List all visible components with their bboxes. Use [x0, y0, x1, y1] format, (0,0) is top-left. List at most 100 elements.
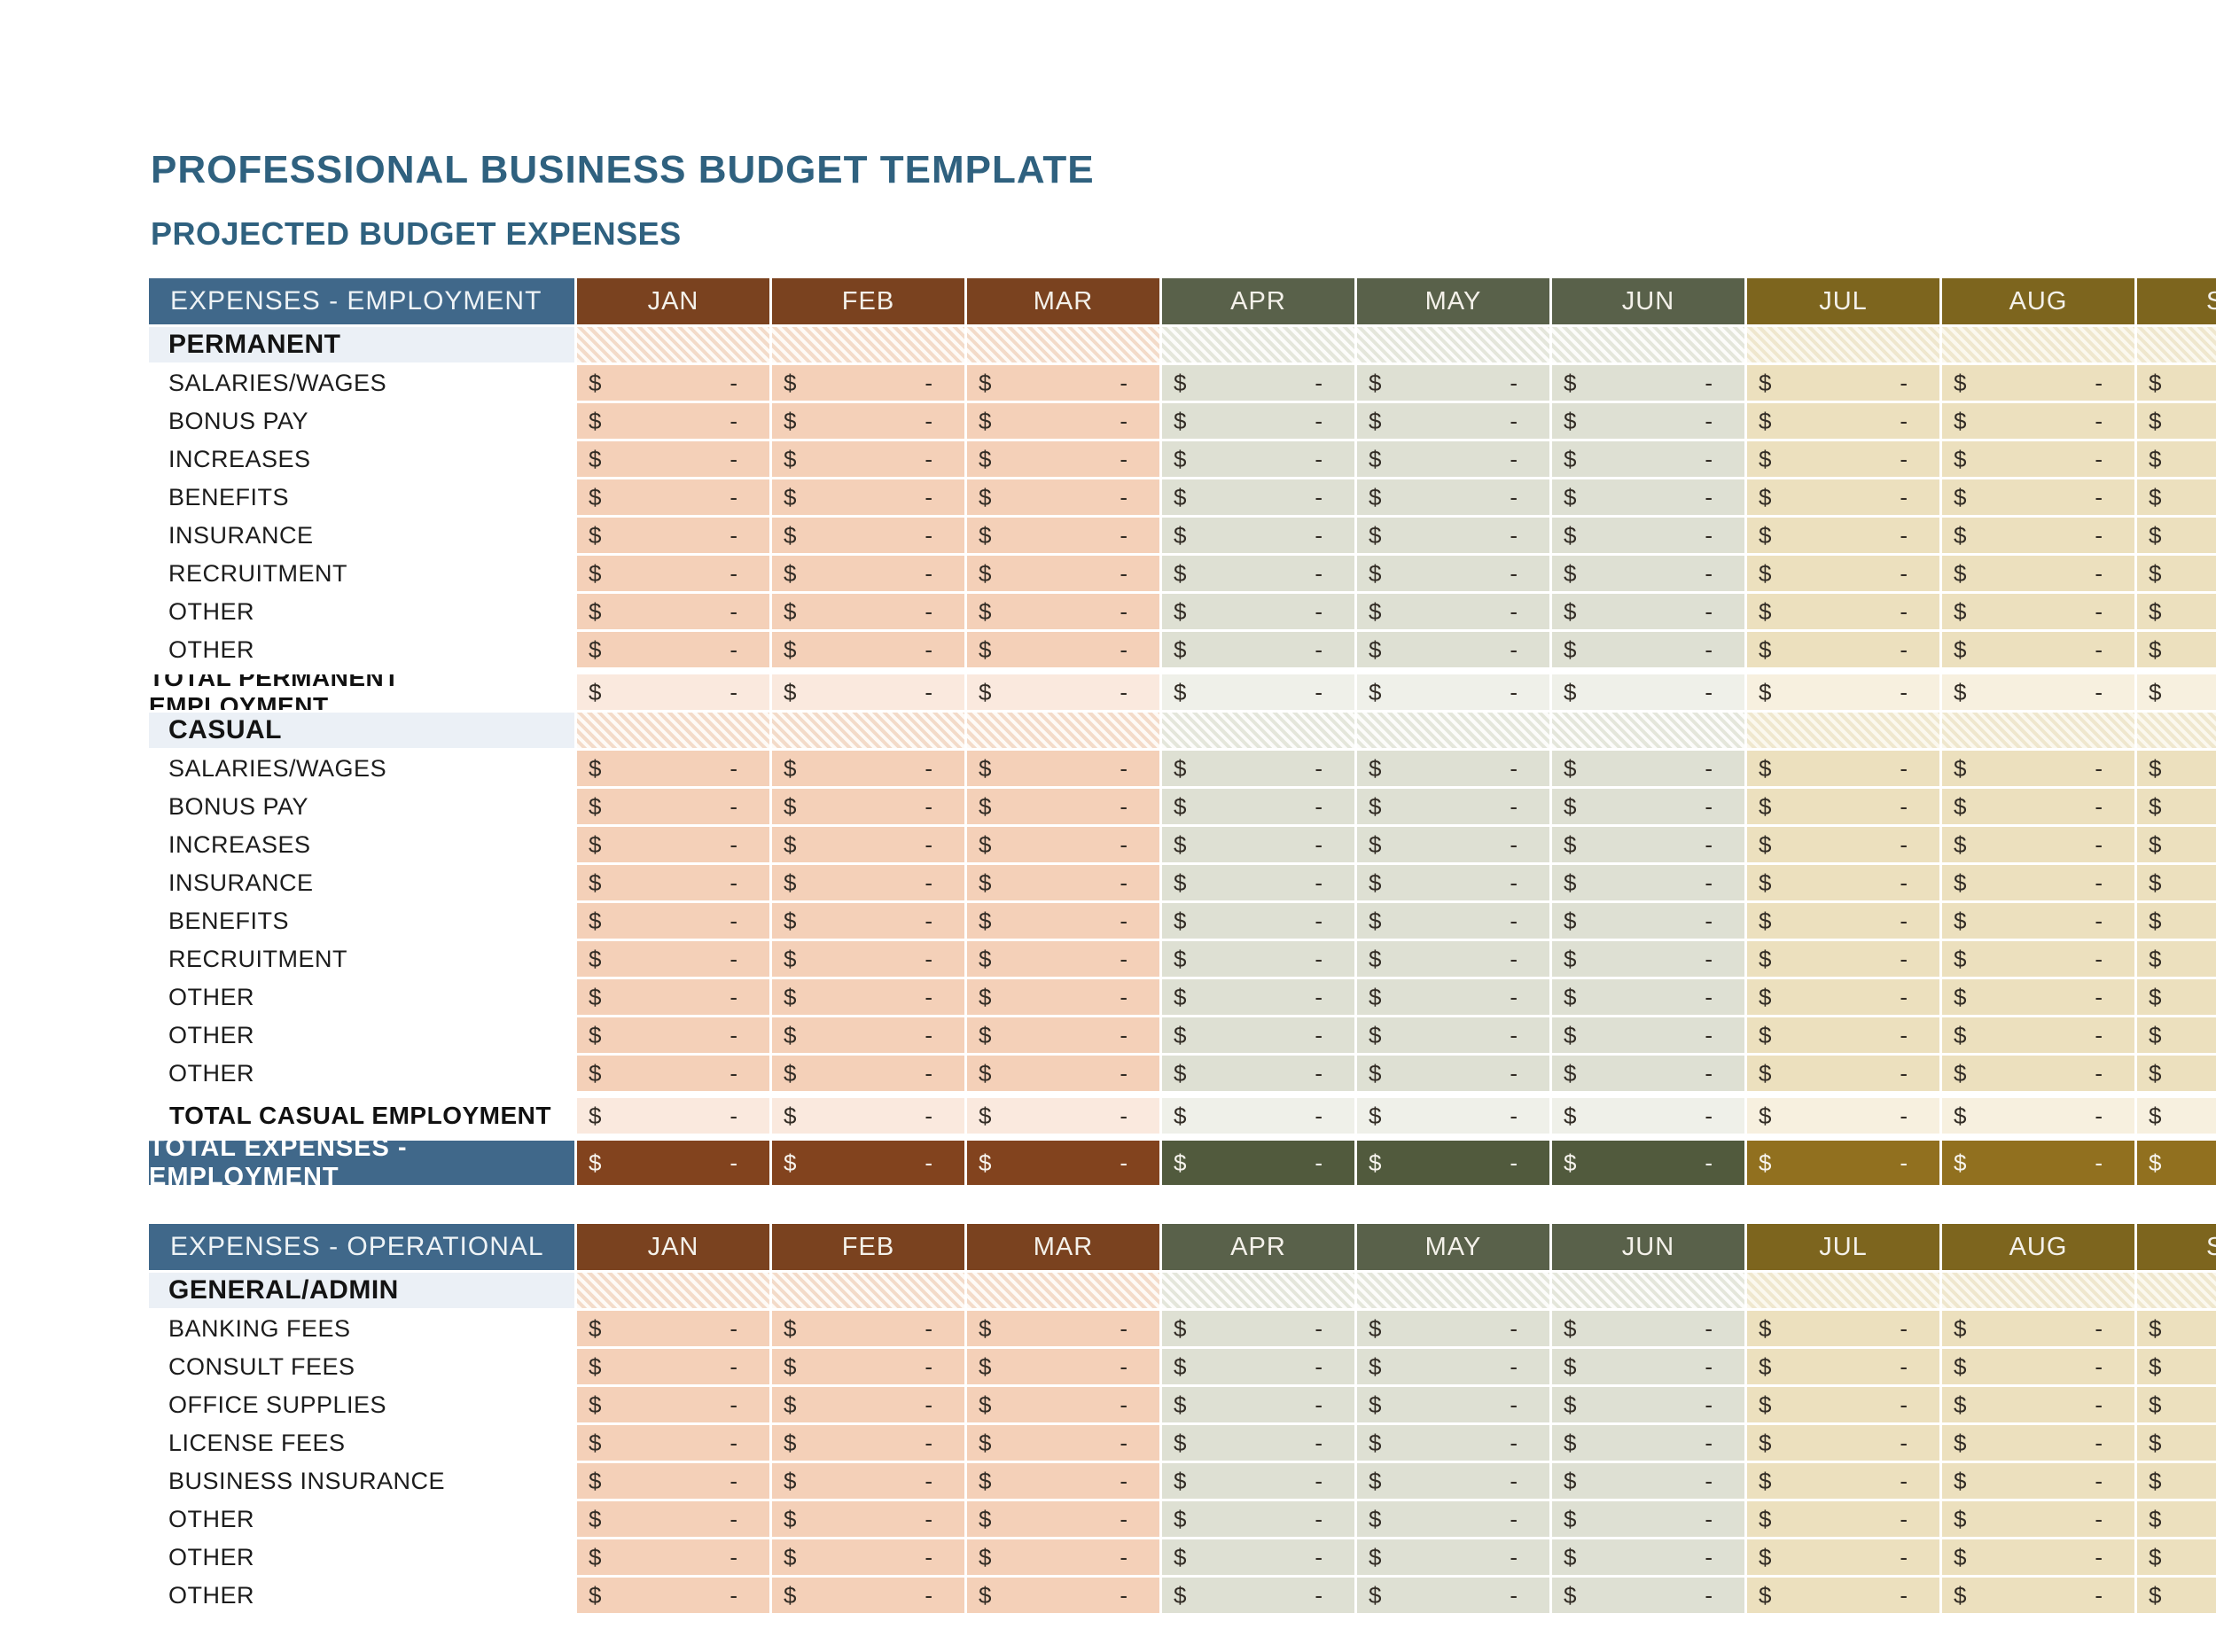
amount-cell[interactable]: $- — [772, 1017, 964, 1053]
amount-cell[interactable]: $- — [577, 1017, 769, 1053]
amount-cell[interactable]: $- — [967, 903, 1159, 939]
amount-cell[interactable]: $- — [1942, 403, 2134, 439]
amount-cell[interactable]: $- — [1747, 1578, 1939, 1613]
amount-cell[interactable]: $- — [1162, 941, 1354, 977]
total-amount-cell[interactable]: $- — [1942, 674, 2134, 710]
amount-cell[interactable]: $- — [1162, 365, 1354, 401]
amount-cell[interactable]: $- — [967, 441, 1159, 477]
amount-cell[interactable]: $- — [2137, 518, 2216, 553]
amount-cell[interactable]: $- — [1357, 1539, 1549, 1575]
amount-cell[interactable]: $- — [772, 594, 964, 629]
amount-cell[interactable]: $- — [577, 632, 769, 667]
amount-cell[interactable]: $- — [2137, 1578, 2216, 1613]
amount-cell[interactable]: $- — [1552, 1349, 1744, 1384]
amount-cell[interactable]: $- — [1747, 1056, 1939, 1091]
amount-cell[interactable]: $- — [2137, 941, 2216, 977]
expense-label-cell[interactable]: SALARIES/WAGES — [149, 365, 574, 401]
amount-cell[interactable]: $- — [577, 865, 769, 900]
amount-cell[interactable]: $- — [1942, 1463, 2134, 1499]
amount-cell[interactable]: $- — [2137, 1311, 2216, 1346]
amount-cell[interactable]: $- — [967, 632, 1159, 667]
amount-cell[interactable]: $- — [1552, 1578, 1744, 1613]
total-amount-cell[interactable]: $- — [1942, 1098, 2134, 1134]
amount-cell[interactable]: $- — [967, 1311, 1159, 1346]
amount-cell[interactable]: $- — [772, 479, 964, 515]
amount-cell[interactable]: $- — [772, 1056, 964, 1091]
amount-cell[interactable]: $- — [1747, 441, 1939, 477]
amount-cell[interactable]: $- — [772, 632, 964, 667]
total-amount-cell[interactable]: $- — [1162, 674, 1354, 710]
amount-cell[interactable]: $- — [967, 556, 1159, 591]
amount-cell[interactable]: $- — [2137, 979, 2216, 1015]
amount-cell[interactable]: $- — [2137, 594, 2216, 629]
total-amount-cell[interactable]: $- — [2137, 1098, 2216, 1134]
amount-cell[interactable]: $- — [1162, 556, 1354, 591]
amount-cell[interactable]: $- — [1747, 365, 1939, 401]
expense-label-cell[interactable]: SALARIES/WAGES — [149, 751, 574, 786]
total-amount-cell[interactable]: $- — [1552, 674, 1744, 710]
amount-cell[interactable]: $- — [967, 1463, 1159, 1499]
amount-cell[interactable]: $- — [577, 1578, 769, 1613]
amount-cell[interactable]: $- — [1162, 632, 1354, 667]
amount-cell[interactable]: $- — [577, 479, 769, 515]
amount-cell[interactable]: $- — [577, 518, 769, 553]
amount-cell[interactable]: $- — [772, 1578, 964, 1613]
amount-cell[interactable]: $- — [2137, 789, 2216, 824]
amount-cell[interactable]: $- — [1552, 1425, 1744, 1461]
amount-cell[interactable]: $- — [1552, 789, 1744, 824]
grand-total-amount-cell[interactable]: $- — [1942, 1141, 2134, 1185]
amount-cell[interactable]: $- — [1942, 1017, 2134, 1053]
amount-cell[interactable]: $- — [1942, 365, 2134, 401]
amount-cell[interactable]: $- — [577, 365, 769, 401]
amount-cell[interactable]: $- — [1357, 1017, 1549, 1053]
amount-cell[interactable]: $- — [577, 1501, 769, 1537]
amount-cell[interactable]: $- — [1552, 403, 1744, 439]
amount-cell[interactable]: $- — [1942, 1578, 2134, 1613]
expense-label-cell[interactable]: INSURANCE — [149, 865, 574, 900]
amount-cell[interactable]: $- — [1552, 827, 1744, 862]
expense-label-cell[interactable]: BUSINESS INSURANCE — [149, 1463, 574, 1499]
amount-cell[interactable]: $- — [1942, 632, 2134, 667]
amount-cell[interactable]: $- — [1162, 903, 1354, 939]
amount-cell[interactable]: $- — [2137, 365, 2216, 401]
amount-cell[interactable]: $- — [577, 556, 769, 591]
amount-cell[interactable]: $- — [1942, 556, 2134, 591]
amount-cell[interactable]: $- — [1357, 1578, 1549, 1613]
expense-label-cell[interactable]: OTHER — [149, 1501, 574, 1537]
total-amount-cell[interactable]: $- — [967, 674, 1159, 710]
amount-cell[interactable]: $- — [772, 403, 964, 439]
amount-cell[interactable]: $- — [1162, 1463, 1354, 1499]
amount-cell[interactable]: $- — [772, 1501, 964, 1537]
amount-cell[interactable]: $- — [1942, 1387, 2134, 1422]
amount-cell[interactable]: $- — [1357, 1056, 1549, 1091]
amount-cell[interactable]: $- — [1162, 1017, 1354, 1053]
amount-cell[interactable]: $- — [1942, 441, 2134, 477]
amount-cell[interactable]: $- — [1552, 1501, 1744, 1537]
amount-cell[interactable]: $- — [2137, 1463, 2216, 1499]
amount-cell[interactable]: $- — [1942, 1539, 2134, 1575]
amount-cell[interactable]: $- — [772, 1311, 964, 1346]
amount-cell[interactable]: $- — [2137, 479, 2216, 515]
expense-label-cell[interactable]: RECRUITMENT — [149, 941, 574, 977]
amount-cell[interactable]: $- — [967, 479, 1159, 515]
amount-cell[interactable]: $- — [1747, 1425, 1939, 1461]
amount-cell[interactable]: $- — [577, 403, 769, 439]
amount-cell[interactable]: $- — [772, 751, 964, 786]
total-amount-cell[interactable]: $- — [1747, 674, 1939, 710]
amount-cell[interactable]: $- — [1357, 789, 1549, 824]
amount-cell[interactable]: $- — [967, 1387, 1159, 1422]
amount-cell[interactable]: $- — [1747, 1539, 1939, 1575]
amount-cell[interactable]: $- — [772, 441, 964, 477]
amount-cell[interactable]: $- — [1552, 632, 1744, 667]
expense-label-cell[interactable]: BANKING FEES — [149, 1311, 574, 1346]
amount-cell[interactable]: $- — [772, 1425, 964, 1461]
amount-cell[interactable]: $- — [577, 1311, 769, 1346]
expense-label-cell[interactable]: OTHER — [149, 1578, 574, 1613]
amount-cell[interactable]: $- — [772, 789, 964, 824]
amount-cell[interactable]: $- — [1162, 479, 1354, 515]
total-amount-cell[interactable]: $- — [967, 1098, 1159, 1134]
amount-cell[interactable]: $- — [1942, 1056, 2134, 1091]
amount-cell[interactable]: $- — [2137, 1425, 2216, 1461]
amount-cell[interactable]: $- — [2137, 441, 2216, 477]
amount-cell[interactable]: $- — [1162, 1056, 1354, 1091]
